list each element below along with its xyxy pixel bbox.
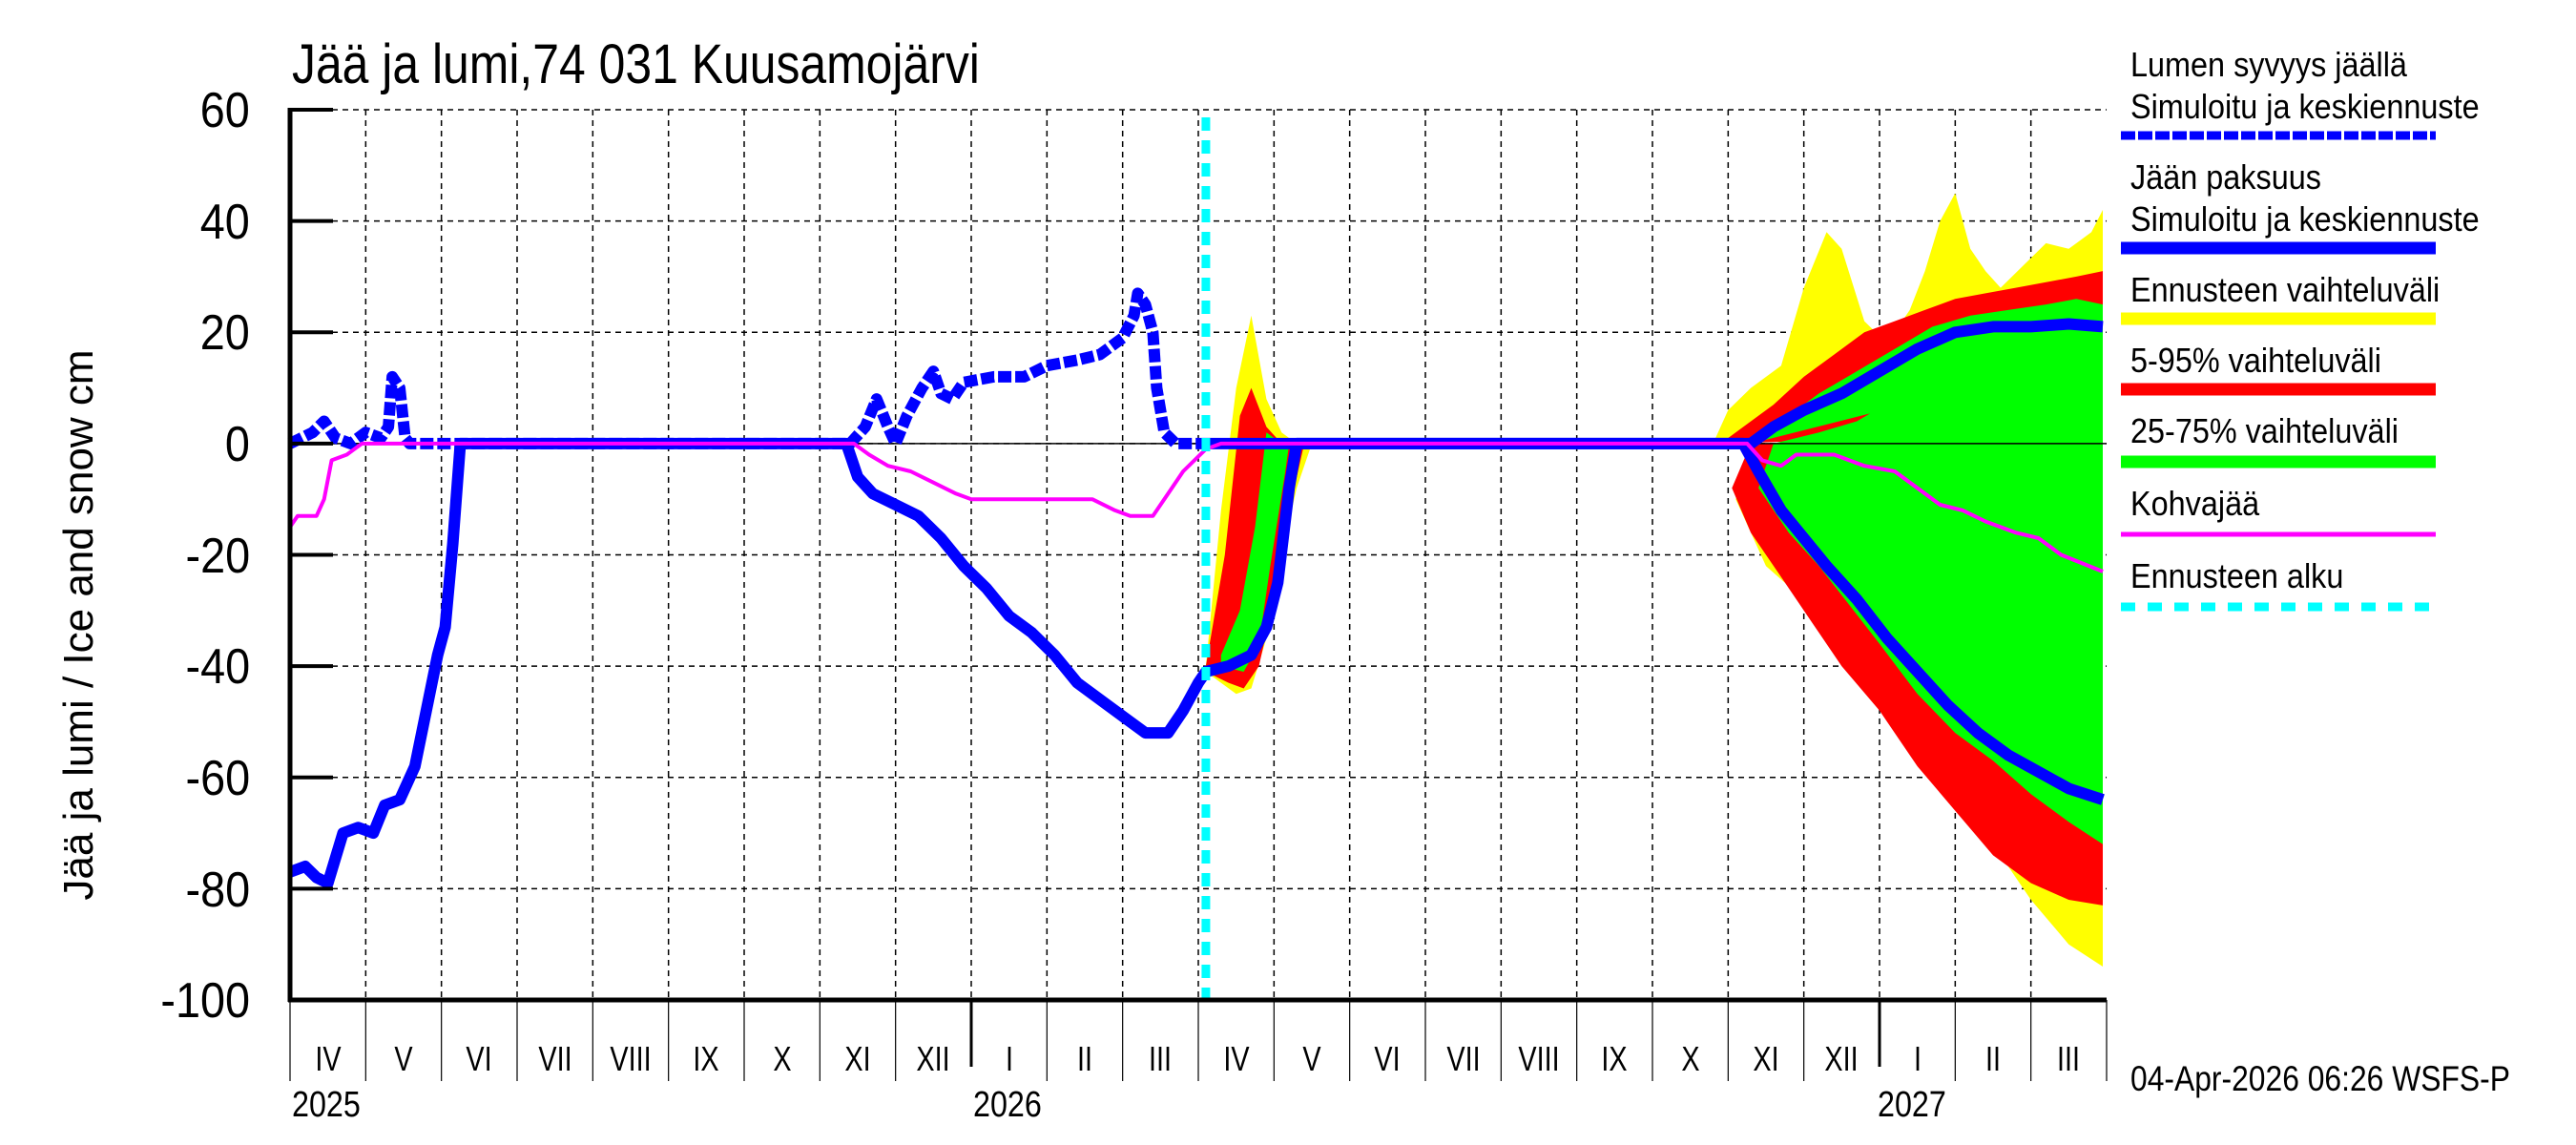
legend-item-slush-ice: Kohvajää (2130, 483, 2569, 525)
legend-item-5-95-range: 5-95% vaihteluväli (2130, 340, 2569, 382)
x-axis-month-label: XI (844, 1039, 871, 1078)
x-axis-month-label: IX (1601, 1039, 1628, 1078)
x-axis-month-label: VIII (610, 1039, 652, 1078)
legend-label: Ennusteen alku (2130, 556, 2344, 595)
y-tick-label: -60 (185, 751, 250, 806)
x-axis-month-label: IX (693, 1039, 719, 1078)
x-axis-month-label: XI (1753, 1039, 1779, 1078)
x-axis-month-label: V (394, 1039, 413, 1078)
y-tick-label: -80 (185, 863, 250, 918)
legend-item-snow-depth: Lumen syvyys jäällä Simuloitu ja keskien… (2130, 44, 2569, 128)
legend-label: Kohvajää (2130, 484, 2260, 523)
y-tick-label: 0 (224, 417, 250, 472)
timestamp-footer: 04-Apr-2026 06:26 WSFS-P (2130, 1059, 2510, 1098)
forecast-bands (1205, 193, 2103, 967)
x-axis-month-label: III (1149, 1039, 1173, 1078)
snow-depth-line (1205, 318, 2104, 449)
x-axis-month-label: II (1076, 1039, 1093, 1078)
y-tick-label: 40 (199, 195, 250, 250)
x-axis-month-label: II (1984, 1039, 2002, 1078)
x-axis-month-label: X (773, 1039, 792, 1078)
legend-label: 5-95% vaihteluväli (2130, 341, 2381, 380)
legend-label: Lumen syvyys jäällä (2130, 45, 2407, 84)
x-axis-year-label: 2027 (1878, 1085, 1946, 1125)
band-00ff00 (1220, 432, 1290, 672)
y-axis-ticks: 60 40 20 0 -20 -40 -60 -80 -100 (0, 0, 250, 1145)
x-axis-month-label: I (1005, 1039, 1013, 1078)
x-axis-month-label: VII (1446, 1039, 1481, 1078)
data-series (287, 287, 2105, 889)
band-00ff00 (1751, 299, 2103, 844)
ice-thickness-line (287, 437, 2105, 889)
legend-label: Ennusteen vaihteluväli (2130, 270, 2441, 309)
x-axis-month-label: XII (1824, 1039, 1859, 1078)
legend-item-25-75-range: 25-75% vaihteluväli (2130, 410, 2569, 452)
legend-sublabel: Simuloitu ja keskiennuste (2130, 199, 2480, 239)
x-axis-month-label: VI (466, 1039, 492, 1078)
snow-depth-line (287, 287, 1206, 449)
x-axis-month-label: I (1913, 1039, 1922, 1078)
chart-title: Jää ja lumi,74 031 Kuusamojärvi (292, 33, 980, 95)
legend-label: Jään paksuus (2130, 157, 2321, 197)
x-axis-month-label: IV (1223, 1039, 1250, 1078)
legend-label: 25-75% vaihteluväli (2130, 411, 2399, 450)
slush-ice-line (288, 441, 2104, 573)
legend-item-forecast-start: Ennusteen alku (2130, 555, 2569, 597)
x-axis-month-label: V (1302, 1039, 1321, 1078)
x-axis-month-label: VII (538, 1039, 572, 1078)
x-axis-month-label: III (2057, 1039, 2081, 1078)
legend-swatches (2121, 131, 2436, 612)
y-tick-label: 60 (199, 83, 250, 138)
x-axis-year-label: 2026 (973, 1085, 1042, 1125)
x-axis-month-label: VI (1374, 1039, 1401, 1078)
legend-item-ice-thickness: Jään paksuus Simuloitu ja keskiennuste (2130, 156, 2569, 240)
plot-axes (287, 108, 2108, 1081)
x-axis-month-label: IV (315, 1039, 342, 1078)
x-axis-month-label: VIII (1518, 1039, 1560, 1078)
y-tick-label: -40 (185, 639, 250, 695)
y-tick-label: -20 (185, 529, 250, 584)
x-axis-month-label: X (1681, 1039, 1700, 1078)
x-axis-month-label: XII (916, 1039, 950, 1078)
x-axis-year-label: 2025 (292, 1085, 361, 1125)
y-tick-label: -100 (160, 973, 250, 1029)
legend-item-forecast-range: Ennusteen vaihteluväli (2130, 269, 2569, 311)
legend-sublabel: Simuloitu ja keskiennuste (2130, 87, 2480, 126)
y-tick-label: 20 (199, 305, 250, 361)
